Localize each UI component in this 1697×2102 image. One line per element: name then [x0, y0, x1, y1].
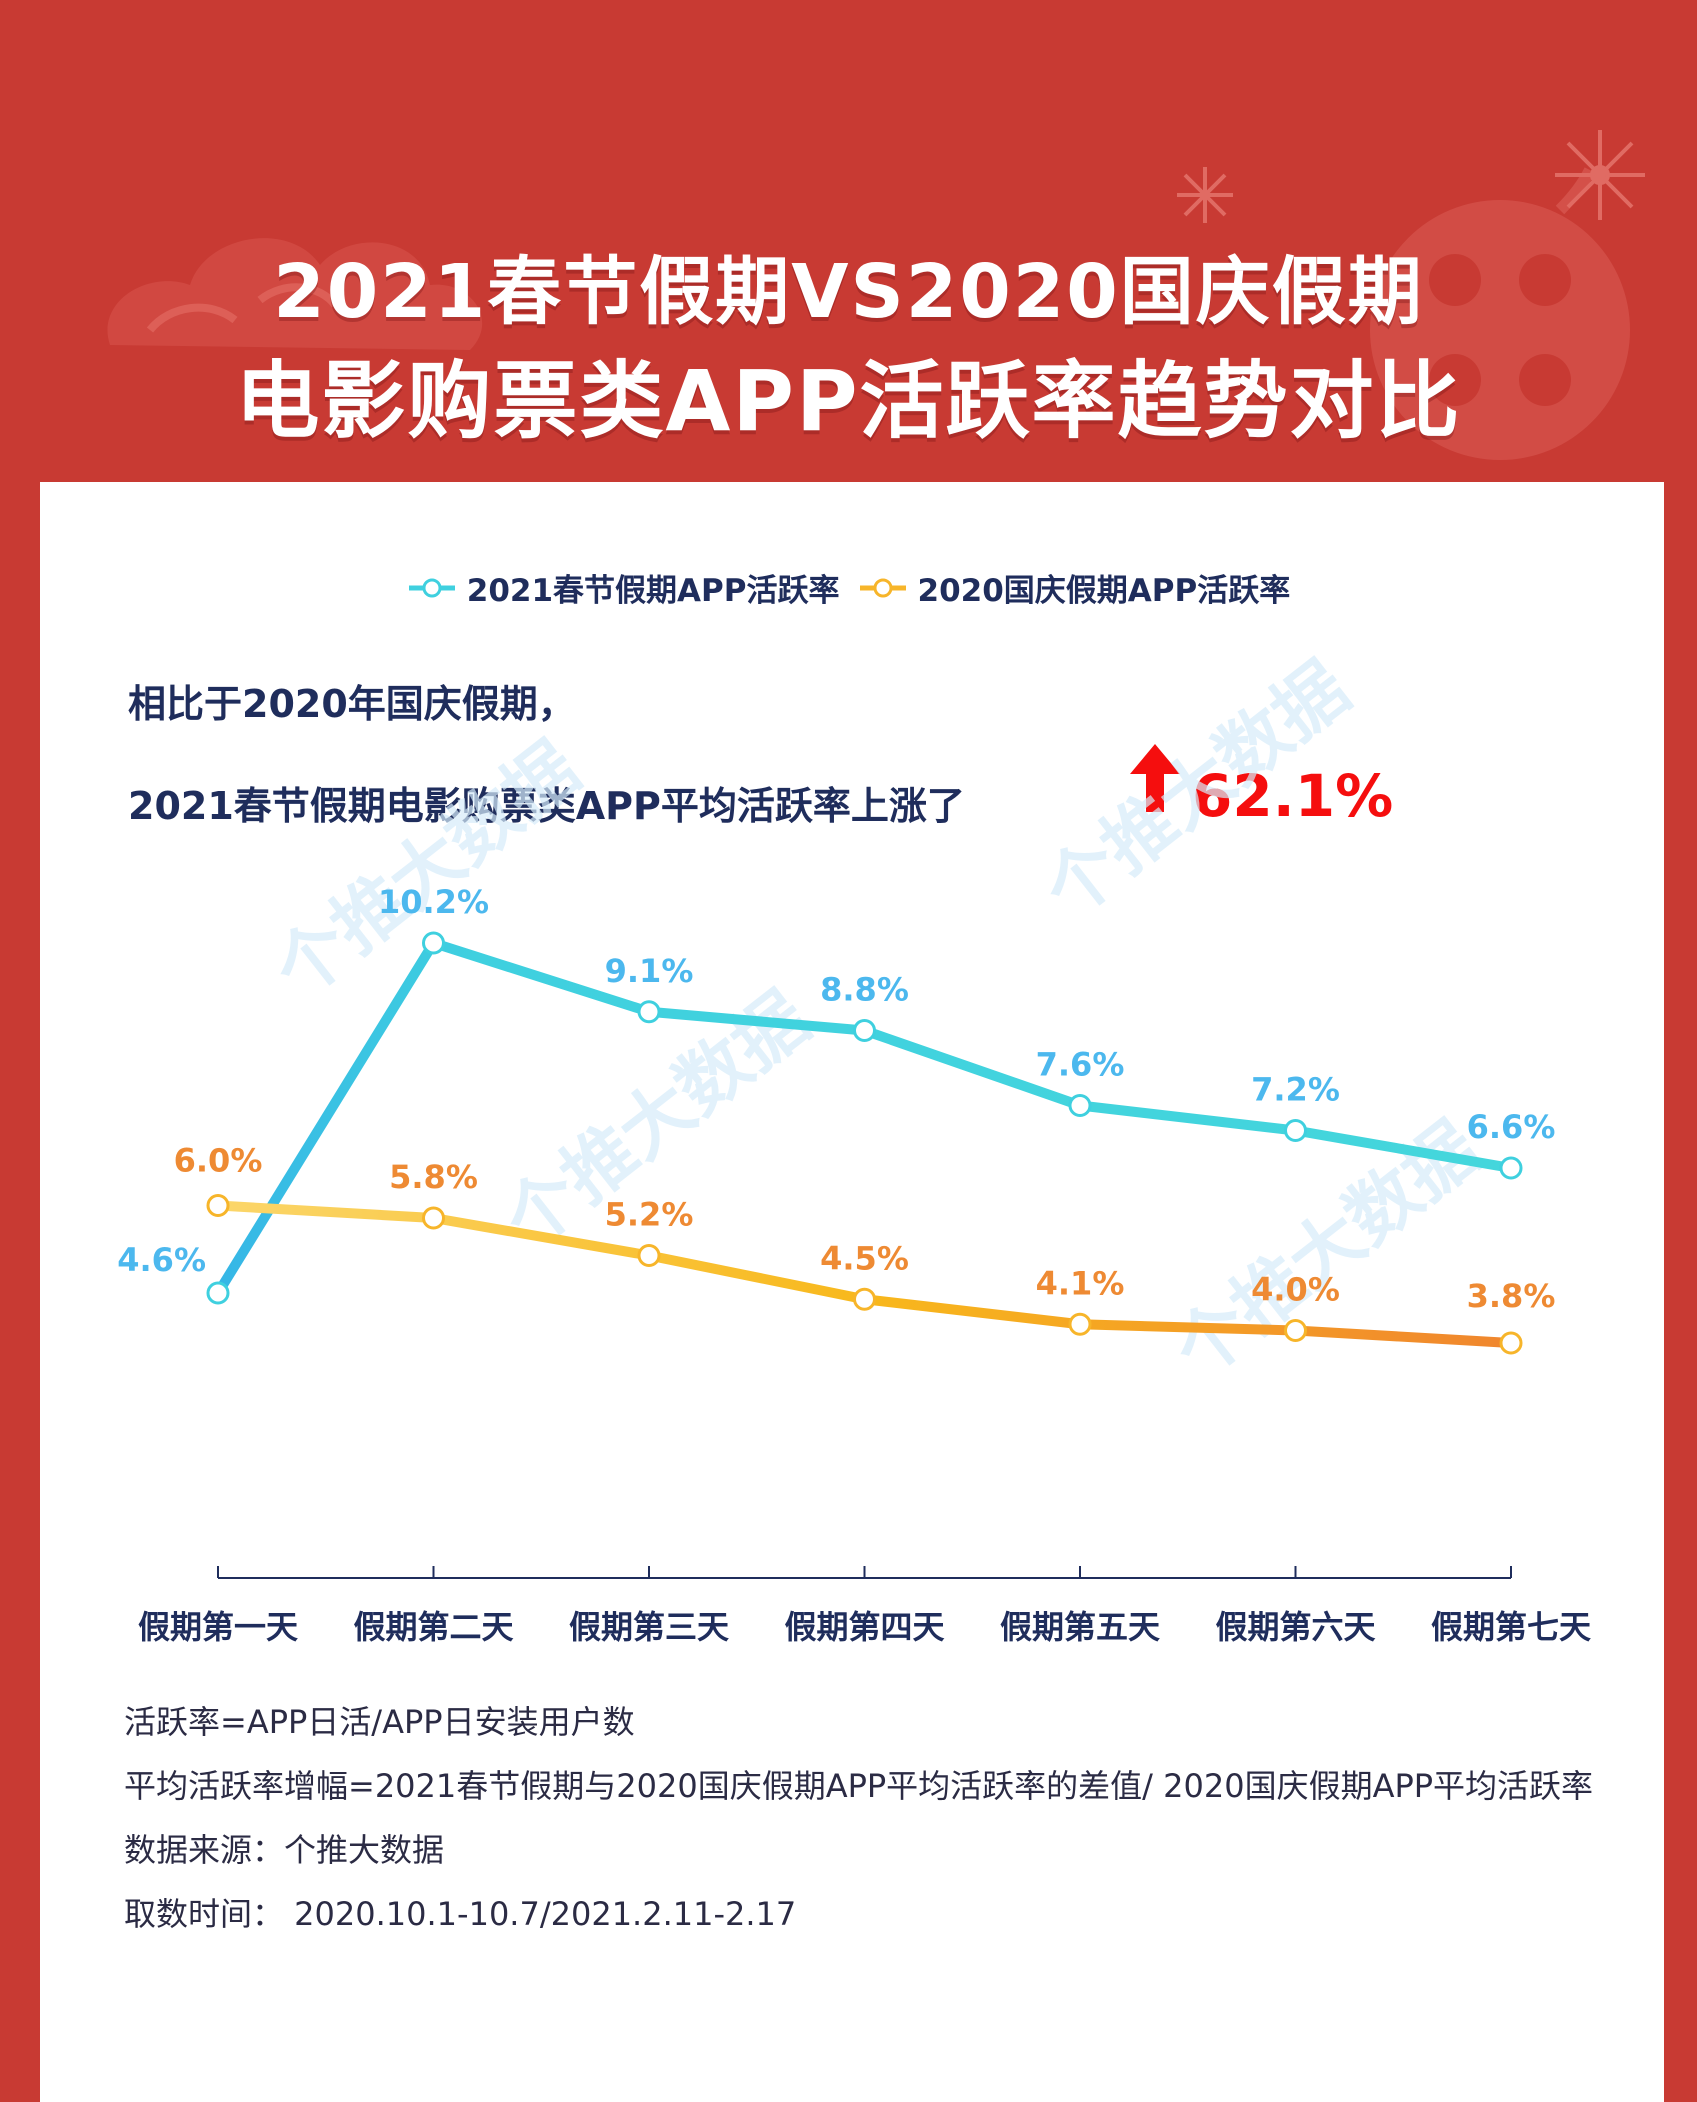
- data-label: 10.2%: [378, 883, 489, 921]
- data-point: [1068, 1312, 1092, 1336]
- data-label: 6.6%: [1467, 1108, 1556, 1146]
- header-decoration: [107, 130, 1645, 460]
- page-title-line-1: 2021春节假期VS2020国庆假期: [273, 249, 1424, 335]
- data-labels: 4.6% 10.2% 9.1% 8.8% 7.6% 7.2% 6.6% 6.0% 5.8% 5.2…: [117, 883, 1555, 1315]
- data-point: [853, 1287, 876, 1311]
- headline-line-2: 2021春节假期电影购票类APP平均活跃率上涨了: [128, 784, 965, 828]
- legend-label-2021: 2021春节假期APP活跃率: [466, 573, 840, 609]
- note-period: 取数时间： 2020.10.1-10.7/2021.2.11-2.17: [124, 1895, 797, 1933]
- firework-icon: [1177, 130, 1645, 223]
- legend-item-2020: 2020国庆假期APP活跃率: [858, 565, 1291, 610]
- data-label: 4.6%: [117, 1241, 206, 1279]
- x-tick-label: 假期第六天: [1215, 1608, 1375, 1646]
- note-growth-formula: 平均活跃率增幅=2021春节假期与2020国庆假期APP平均活跃率的差值/ 20…: [124, 1767, 1594, 1805]
- x-axis: 假期第一天 假期第二天 假期第三天 假期第四天 假期第五天 假期第六天 假期第七天: [138, 1566, 1591, 1646]
- page-title-line-2: 电影购票类APP活跃率趋势对比: [235, 352, 1462, 450]
- x-tick-label: 假期第七天: [1431, 1608, 1591, 1646]
- up-arrow-icon: [1130, 744, 1180, 812]
- data-point: [206, 1194, 230, 1217]
- data-point: [1068, 1094, 1092, 1117]
- data-point: [1499, 1331, 1523, 1355]
- data-point: [1284, 1119, 1307, 1142]
- data-point: [422, 1206, 445, 1230]
- film-reel-icon: [1370, 167, 1630, 460]
- data-label: 7.6%: [1036, 1046, 1125, 1084]
- note-definition: 活跃率=APP日活/APP日安装用户数: [124, 1703, 635, 1741]
- watermark-text: 个推大数据: [1029, 646, 1364, 934]
- note-source: 数据来源：个推大数据: [124, 1831, 445, 1869]
- headline-line-1: 相比于2020年国庆假期，: [128, 682, 576, 726]
- data-label: 3.8%: [1467, 1277, 1556, 1315]
- x-tick-label: 假期第五天: [1000, 1608, 1160, 1646]
- data-label: 7.2%: [1251, 1071, 1340, 1109]
- data-label: 4.5%: [820, 1239, 909, 1277]
- data-label: 9.1%: [605, 952, 694, 990]
- legend-item-2021: 2021春节假期APP活跃率: [407, 565, 840, 610]
- data-label: 4.1%: [1036, 1264, 1125, 1302]
- footnotes: 活跃率=APP日活/APP日安装用户数 平均活跃率增幅=2021春节假期与202…: [124, 1700, 1604, 1956]
- data-point: [422, 931, 445, 955]
- data-point: [1284, 1319, 1307, 1342]
- data-point: [637, 1244, 661, 1267]
- increase-highlight: 62.1%: [1192, 762, 1394, 830]
- data-point: [1499, 1156, 1523, 1180]
- data-label: 6.0%: [174, 1142, 263, 1180]
- series-points: [206, 931, 1523, 1355]
- data-point: [637, 1000, 661, 1024]
- data-label: 5.2%: [605, 1196, 694, 1234]
- header-banner: 2021春节假期VS2020国庆假期 电影购票类APP活跃率趋势对比: [0, 0, 1697, 480]
- data-label: 8.8%: [820, 971, 909, 1009]
- data-label: 5.8%: [389, 1158, 478, 1196]
- watermark-text: 个推大数据: [259, 726, 594, 1014]
- x-tick-label: 假期第四天: [784, 1608, 944, 1646]
- chart-legend: 2021春节假期APP活跃率 2020国庆假期APP活跃率: [0, 565, 1697, 610]
- data-point: [206, 1281, 230, 1305]
- cloud-decoration-icon: [107, 238, 483, 350]
- legend-marker-2021-icon: [408, 578, 455, 597]
- x-tick-label: 假期第一天: [138, 1608, 298, 1646]
- legend-marker-2020-icon: [859, 578, 906, 597]
- data-label: 4.0%: [1251, 1271, 1340, 1309]
- data-point: [853, 1019, 876, 1042]
- x-tick-label: 假期第三天: [569, 1608, 729, 1646]
- legend-label-2020: 2020国庆假期APP活跃率: [917, 573, 1291, 609]
- x-tick-label: 假期第二天: [353, 1608, 513, 1646]
- watermark-text: 个推大数据: [1159, 1106, 1494, 1394]
